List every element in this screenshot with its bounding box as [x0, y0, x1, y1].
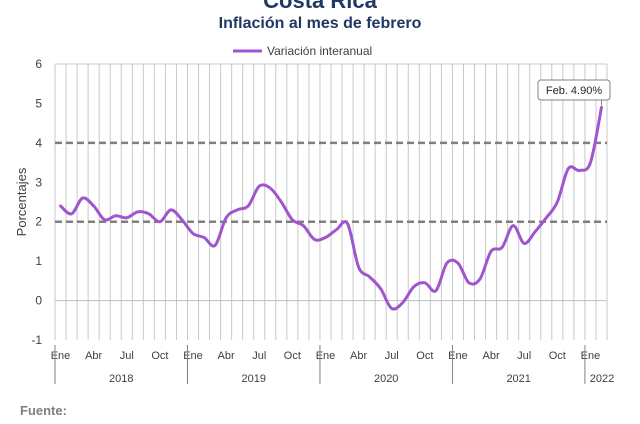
data-point: [456, 262, 459, 265]
year-label: 2018: [109, 373, 133, 385]
page-title: Costa Rica: [263, 0, 377, 13]
data-point: [313, 238, 316, 241]
data-point: [302, 224, 305, 227]
y-tick-label: 5: [35, 96, 42, 110]
chart-gridlines: [54, 63, 608, 340]
data-point: [258, 185, 261, 188]
data-point: [247, 204, 250, 207]
data-point: [70, 212, 73, 215]
data-point: [214, 244, 217, 247]
annotation-box: [537, 79, 611, 101]
y-tick-label: 0: [35, 294, 42, 308]
data-point: [114, 214, 117, 217]
data-point: [280, 201, 283, 204]
y-axis-title: Porcentajes: [14, 167, 29, 236]
data-point: [379, 287, 382, 290]
data-point: [523, 242, 526, 245]
data-point: [158, 220, 161, 223]
x-tick-label: Oct: [284, 350, 301, 362]
data-point: [578, 169, 581, 172]
data-point: [81, 197, 84, 200]
data-point: [423, 281, 426, 284]
legend-label: Variación interanual: [267, 44, 372, 58]
data-point: [346, 222, 349, 225]
data-point: [125, 216, 128, 219]
x-tick-label: Oct: [151, 350, 168, 362]
data-point: [401, 301, 404, 304]
data-point: [92, 204, 95, 207]
data-point: [545, 216, 548, 219]
data-point: [147, 212, 150, 215]
x-tick-label: Ene: [316, 350, 336, 362]
series-line-variacion-interanual: [59, 105, 603, 311]
x-tick-label: Abr: [483, 350, 500, 362]
data-point: [556, 201, 559, 204]
data-point: [468, 281, 471, 284]
data-point: [324, 236, 327, 239]
y-tick-label: -1: [31, 333, 42, 347]
data-point: [291, 218, 294, 221]
data-point: [534, 230, 537, 233]
x-tick-label: Ene: [581, 350, 601, 362]
year-label: 2022: [590, 373, 614, 385]
x-tick-label: Ene: [183, 350, 203, 362]
x-tick-label: Abr: [218, 350, 235, 362]
data-point: [368, 275, 371, 278]
data-point: [567, 167, 570, 170]
data-point: [136, 210, 139, 213]
y-tick-label: 2: [35, 215, 42, 229]
data-point: [103, 218, 106, 221]
x-tick-label: Jul: [252, 350, 266, 362]
data-point: [357, 266, 360, 269]
year-label: 2020: [374, 373, 398, 385]
chart-axes: -1 0 1 2 3 4 5 6 Porcentajes Ene Abr Jul Oct Ene Abr Ju…: [14, 57, 614, 385]
chart-subtitle: Inflación al mes de febrero: [218, 15, 422, 32]
x-tick-label: Ene: [51, 350, 71, 362]
data-point: [412, 285, 415, 288]
data-point: [59, 204, 62, 207]
data-point: [589, 161, 592, 164]
data-point: [335, 228, 338, 231]
data-point: [479, 277, 482, 280]
data-point: [490, 250, 493, 253]
data-point: [600, 106, 603, 109]
year-label: 2021: [506, 373, 530, 385]
data-point: [390, 307, 393, 310]
data-point: [203, 236, 206, 239]
x-tick-label: Abr: [350, 350, 367, 362]
data-point: [236, 208, 239, 211]
data-point: [434, 289, 437, 292]
x-tick-label: Oct: [416, 350, 433, 362]
x-tick-label: Jul: [517, 350, 531, 362]
x-tick-label: Jul: [385, 350, 399, 362]
source-label: Fuente:: [20, 403, 67, 418]
chart-labels: Variación interanual Feb. 4.90%: [233, 44, 611, 106]
data-point: [192, 232, 195, 235]
data-point: [501, 246, 504, 249]
y-tick-label: 6: [35, 57, 42, 71]
data-point: [225, 216, 228, 219]
y-tick-label: 3: [35, 175, 42, 189]
x-tick-label: Ene: [448, 350, 468, 362]
chart-series: [59, 105, 603, 311]
data-point: [269, 187, 272, 190]
year-label: 2019: [241, 373, 265, 385]
data-point: [512, 224, 515, 227]
y-tick-label: 4: [35, 136, 42, 150]
data-point: [169, 208, 172, 211]
data-point: [180, 218, 183, 221]
x-tick-label: Oct: [549, 350, 566, 362]
x-tick-label: Jul: [120, 350, 134, 362]
annotation-label: Feb. 4.90%: [546, 85, 602, 97]
data-point: [445, 262, 448, 265]
y-tick-label: 1: [35, 254, 42, 268]
reference-lines: [55, 141, 607, 223]
x-tick-label: Abr: [85, 350, 102, 362]
